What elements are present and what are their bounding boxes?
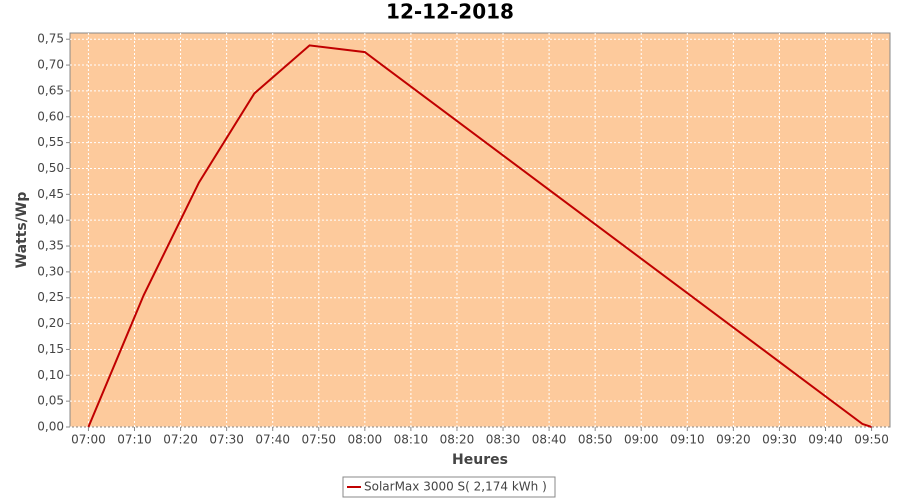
- legend-label: SolarMax 3000 S( 2,174 kWh ): [364, 480, 547, 494]
- y-tick-label: 0,45: [37, 187, 64, 201]
- x-tick-label: 07:50: [301, 433, 336, 447]
- x-tick-label: 09:10: [670, 433, 705, 447]
- x-tick-label: 08:50: [578, 433, 613, 447]
- legend-box: [342, 476, 556, 498]
- chart-title: 12-12-2018: [386, 0, 514, 24]
- y-tick-label: 0,60: [37, 109, 64, 123]
- y-tick-label: 0,75: [37, 32, 64, 46]
- y-tick-label: 0,30: [37, 264, 64, 278]
- x-tick-label: 09:50: [854, 433, 889, 447]
- y-tick-label: 0,65: [37, 83, 64, 97]
- y-tick-label: 0,25: [37, 290, 64, 304]
- x-tick-label: 09:30: [762, 433, 797, 447]
- y-tick-label: 0,55: [37, 135, 64, 149]
- series-line: [87, 44, 872, 428]
- y-tick-label: 0,40: [37, 213, 64, 227]
- x-tick-label: 07:10: [117, 433, 152, 447]
- y-tick-label: 0,20: [37, 316, 64, 330]
- x-tick-label: 07:00: [71, 433, 106, 447]
- y-tick-label: 0,35: [37, 239, 64, 253]
- y-tick-label: 0,50: [37, 161, 64, 175]
- y-tick-label: 0,70: [37, 58, 64, 72]
- y-tick-label: 0,05: [37, 394, 64, 408]
- x-tick-label: 09:20: [716, 433, 751, 447]
- x-tick-label: 08:00: [348, 433, 383, 447]
- y-tick-label: 0,10: [37, 368, 64, 382]
- x-tick-label: 09:00: [624, 433, 659, 447]
- x-tick-label: 07:40: [255, 433, 290, 447]
- x-axis-label: Heures: [452, 452, 508, 468]
- x-tick-label: 07:30: [209, 433, 244, 447]
- x-tick-label: 08:10: [394, 433, 429, 447]
- plot-area: [69, 32, 891, 428]
- y-tick-label: 0,15: [37, 342, 64, 356]
- x-tick-label: 07:20: [163, 433, 198, 447]
- x-tick-label: 08:30: [486, 433, 521, 447]
- x-tick-label: 08:40: [532, 433, 567, 447]
- x-tick-label: 09:40: [808, 433, 843, 447]
- y-axis-label: Watts/Wp: [14, 192, 30, 269]
- x-tick-label: 08:20: [440, 433, 475, 447]
- y-tick-label: 0,00: [37, 420, 64, 434]
